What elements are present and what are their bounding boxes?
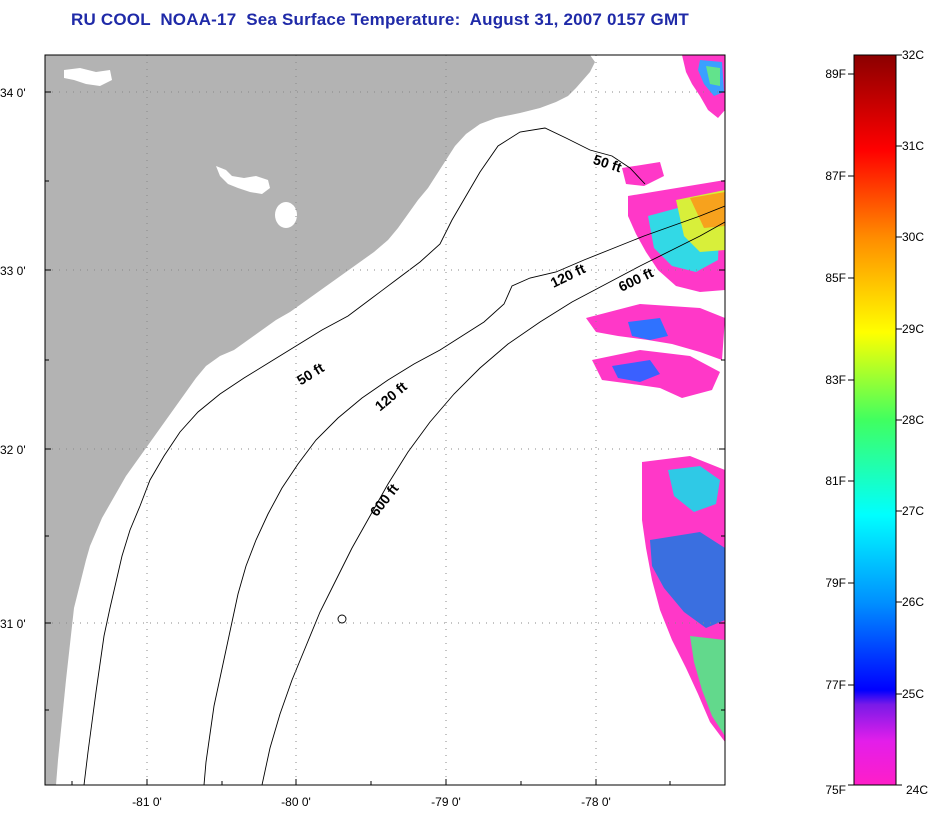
lat-label-32: 32 0': [0, 443, 26, 457]
lat-label-33: 33 0': [0, 264, 26, 278]
seamount-contour: [337, 614, 347, 624]
colorbar-label-26c: 26C: [902, 595, 924, 609]
sst-data-swath: [586, 55, 725, 742]
sst-swath-warm-orange: [690, 192, 725, 228]
map-ticks: [45, 91, 725, 785]
map-frame: [44, 54, 726, 786]
lat-label-31: 31 0': [0, 617, 26, 631]
colorbar-label-32c: 32C: [902, 48, 924, 62]
sst-swath-mid-1-blue: [628, 318, 668, 340]
colorbar-label-89f: 89F: [825, 67, 846, 81]
lon-label-81: -81 0': [132, 795, 162, 809]
graticule: [45, 55, 725, 785]
sst-swath-mid-2-blue: [612, 360, 660, 382]
colorbar-label-83f: 83F: [825, 373, 846, 387]
colorbar-label-85f: 85F: [825, 271, 846, 285]
temperature-colorbar: 32C 31C 30C 29C 28C 27C 26C 25C 24C 89F …: [825, 48, 928, 797]
sst-swath-lower-green: [690, 636, 725, 736]
lon-label-80: -80 0': [281, 795, 311, 809]
colorbar-label-27c: 27C: [902, 504, 924, 518]
lon-label-79: -79 0': [431, 795, 461, 809]
colorbar-label-81f: 81F: [825, 474, 846, 488]
colorbar-gradient: [853, 54, 897, 786]
lat-label-34: 34 0': [0, 86, 26, 100]
sst-swath-warm-cell: [622, 162, 664, 186]
colorbar-label-77f: 77F: [825, 678, 846, 692]
contour-line-50ft: [83, 127, 646, 785]
colorbar-label-31c: 31C: [902, 139, 924, 153]
colorbar-label-79f: 79F: [825, 576, 846, 590]
sst-swath-top-right-green: [706, 66, 720, 86]
sst-swath-lower-cyan: [668, 466, 720, 512]
colorbar-label-87f: 87F: [825, 169, 846, 183]
colorbar-label-29c: 29C: [902, 322, 924, 336]
inland-water-lake-3: [64, 68, 112, 86]
inland-water-lake-1: [216, 166, 270, 194]
contour-line-120ft: [203, 205, 725, 785]
inland-water-lake-2: [275, 202, 297, 228]
lon-label-78: -78 0': [581, 795, 611, 809]
map-title: RU COOL NOAA-17 Sea Surface Temperature:…: [71, 10, 689, 29]
colorbar-label-28c: 28C: [902, 413, 924, 427]
colorbar-ticks: [848, 54, 902, 786]
colorbar-label-75f: 75F: [825, 783, 846, 797]
colorbar-label-25c: 25C: [902, 687, 924, 701]
colorbar-label-30c: 30C: [902, 230, 924, 244]
contour-line-600ft: [261, 221, 725, 785]
colorbar-label-24c: 24C: [906, 783, 928, 797]
inland-water-sound: [592, 57, 615, 90]
land-mass: [45, 55, 595, 785]
sst-swath-lower-blue: [650, 532, 725, 628]
